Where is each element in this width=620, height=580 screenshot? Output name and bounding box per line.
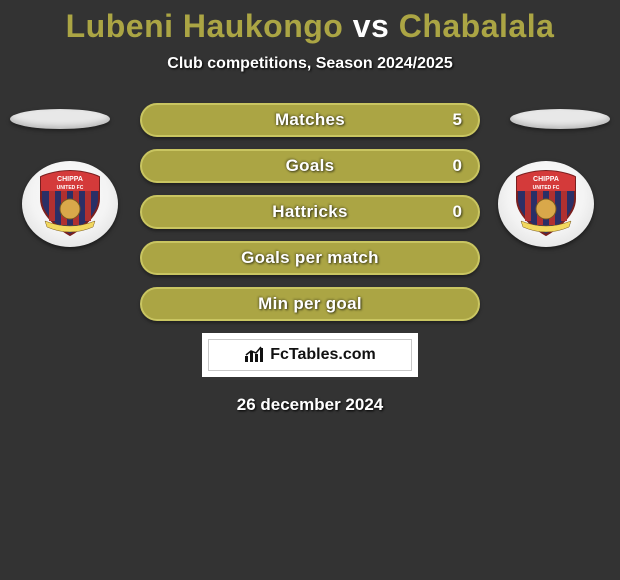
stats-area: CHIPPA UNITED FC CHIPPA UNITED FC	[0, 103, 620, 415]
watermark-text: FcTables.com	[270, 346, 376, 364]
badge-text-top2: UNITED FC	[533, 185, 560, 191]
stat-row: Hattricks 0	[140, 195, 480, 229]
stat-label: Goals	[286, 156, 335, 176]
watermark: FcTables.com	[202, 333, 418, 377]
bar-chart-icon	[244, 346, 266, 364]
shield-icon: CHIPPA UNITED FC	[35, 169, 105, 239]
comparison-card: Lubeni Haukongo vs Chabalala Club compet…	[0, 0, 620, 580]
date-label: 26 december 2024	[0, 395, 620, 415]
stat-row: Min per goal	[140, 287, 480, 321]
player1-name: Lubeni Haukongo	[66, 8, 344, 44]
player1-photo-placeholder	[10, 109, 110, 129]
player2-photo-placeholder	[510, 109, 610, 129]
vs-separator: vs	[353, 8, 390, 44]
stat-row: Goals per match	[140, 241, 480, 275]
player2-name: Chabalala	[399, 8, 555, 44]
stat-value-right: 0	[453, 156, 462, 176]
badge-text-top2: UNITED FC	[57, 185, 84, 191]
badge-text-top: CHIPPA	[57, 176, 83, 183]
stat-label: Goals per match	[241, 248, 379, 268]
subtitle: Club competitions, Season 2024/2025	[0, 55, 620, 73]
stat-label: Hattricks	[272, 202, 347, 222]
stat-row: Goals 0	[140, 149, 480, 183]
shield-icon: CHIPPA UNITED FC	[511, 169, 581, 239]
player2-club-badge: CHIPPA UNITED FC	[498, 161, 598, 251]
stat-label: Min per goal	[258, 294, 362, 314]
badge-text-top: CHIPPA	[533, 176, 559, 183]
stat-label: Matches	[275, 110, 345, 130]
stat-row: Matches 5	[140, 103, 480, 137]
stat-value-right: 5	[453, 110, 462, 130]
page-title: Lubeni Haukongo vs Chabalala	[0, 8, 620, 45]
player1-club-badge: CHIPPA UNITED FC	[22, 161, 122, 251]
stat-value-right: 0	[453, 202, 462, 222]
